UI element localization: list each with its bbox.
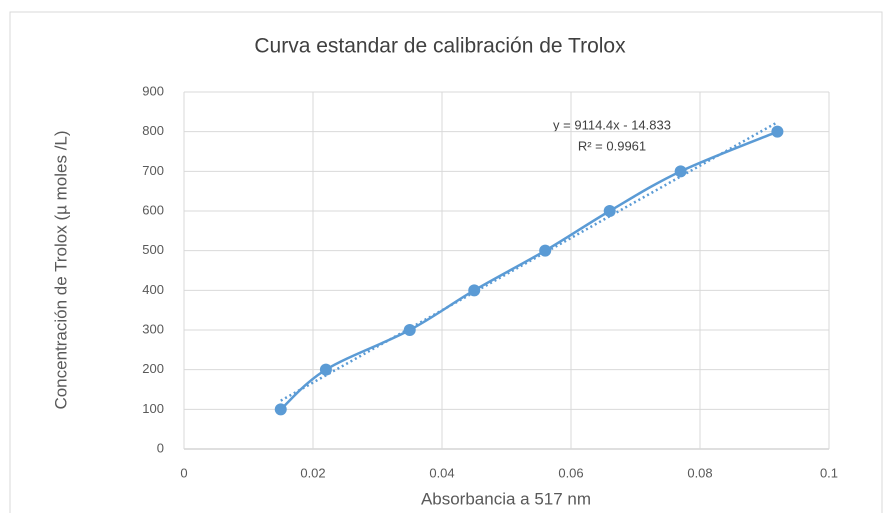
x-tick-label: 0.04: [429, 465, 454, 480]
y-tick-label: 600: [142, 202, 164, 217]
x-axis-title: Absorbancia a 517 nm: [421, 489, 591, 508]
x-tick-label: 0.06: [558, 465, 583, 480]
trend-r2: R² = 0.9961: [578, 138, 646, 153]
trend-equation: y = 9114.4x - 14.833: [553, 117, 671, 132]
data-point: [603, 205, 616, 217]
y-tick-label: 700: [142, 163, 164, 178]
y-tick-label: 200: [142, 361, 164, 376]
data-point: [319, 363, 332, 376]
x-tick-label: 0: [180, 465, 187, 480]
data-point: [539, 244, 552, 257]
data-point: [274, 403, 287, 416]
y-axis-title: Concentración de Trolox (µ moles /L): [51, 130, 70, 409]
chart-title: Curva estandar de calibración de Trolox: [254, 35, 626, 58]
y-tick-label: 400: [142, 282, 164, 297]
y-tick-label: 0: [157, 440, 164, 455]
y-tick-label: 100: [142, 401, 164, 416]
x-tick-label: 0.1: [820, 465, 838, 480]
y-tick-label: 900: [142, 83, 164, 98]
data-point: [674, 165, 687, 178]
y-tick-label: 500: [142, 242, 164, 257]
data-point: [403, 324, 416, 336]
x-tick-label: 0.08: [687, 465, 712, 480]
y-tick-label: 800: [142, 123, 164, 138]
y-tick-label: 300: [142, 321, 164, 336]
chart-border: [9, 11, 883, 518]
data-point: [771, 125, 784, 138]
data-point: [468, 284, 481, 297]
x-tick-label: 0.02: [300, 465, 325, 480]
